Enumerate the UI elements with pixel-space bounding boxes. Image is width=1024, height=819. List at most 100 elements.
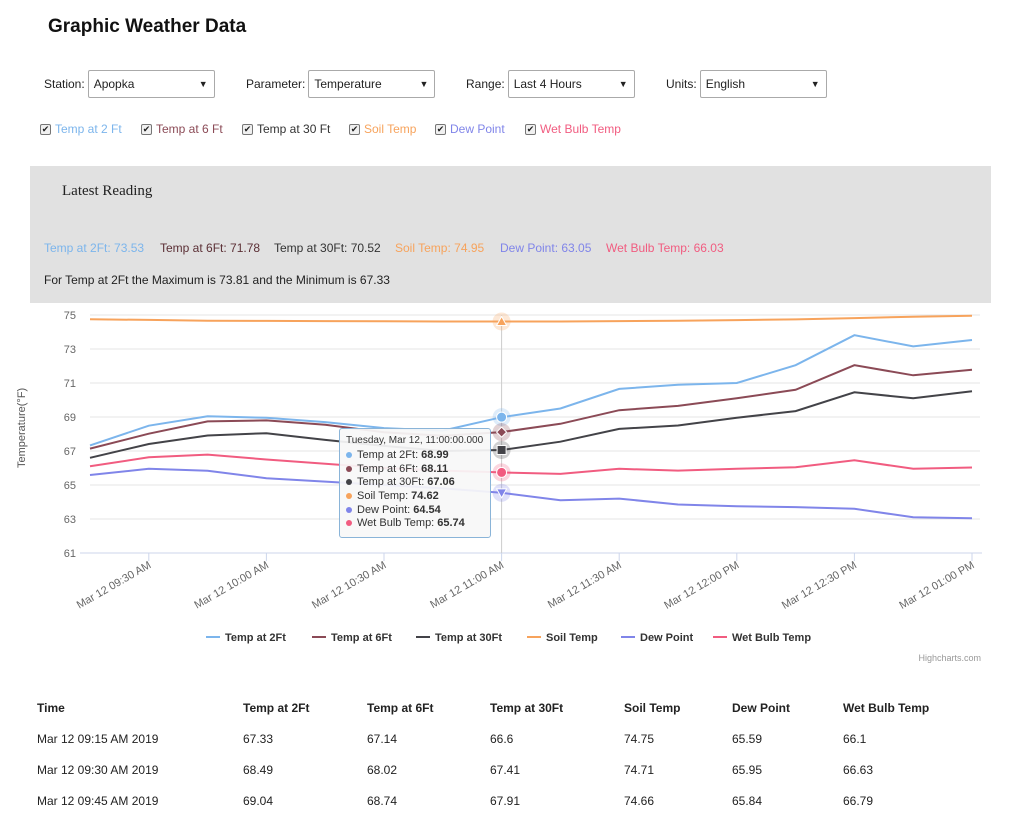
hover-marker bbox=[495, 488, 508, 499]
station-select[interactable]: Apopka ▼ bbox=[87, 70, 215, 98]
toggle-temp-6ft[interactable]: ✔ Temp at 6 Ft bbox=[141, 122, 223, 136]
toggle-wet-bulb[interactable]: ✔ Wet Bulb Temp bbox=[525, 122, 621, 136]
toggle-dew-point[interactable]: ✔ Dew Point bbox=[435, 122, 505, 136]
reading-soil-temp: Soil Temp: 74.95 bbox=[395, 241, 485, 255]
table-cell: 67.14 bbox=[367, 732, 398, 746]
x-tick-label: Mar 12 11:30 AM bbox=[546, 559, 624, 611]
y-axis-title: Temperature(°F) bbox=[16, 387, 28, 468]
tooltip-label: Temp at 2Ft: bbox=[357, 448, 419, 461]
toggle-label: Dew Point bbox=[450, 122, 505, 136]
legend-item[interactable]: Dew Point bbox=[621, 632, 694, 644]
table-cell: 74.75 bbox=[624, 732, 655, 746]
legend-item[interactable]: Temp at 6Ft bbox=[312, 632, 392, 644]
checkbox-icon[interactable]: ✔ bbox=[435, 123, 446, 135]
legend-item[interactable]: Temp at 2Ft bbox=[206, 632, 286, 644]
station-value: Apopka bbox=[93, 77, 135, 91]
toggle-label: Temp at 6 Ft bbox=[156, 122, 223, 136]
hover-marker bbox=[496, 466, 508, 478]
tooltip-header: Tuesday, Mar 12, 11:00:00.000 bbox=[346, 435, 484, 446]
station-control: Station: Apopka ▼ bbox=[44, 70, 215, 98]
series-line bbox=[89, 314, 973, 323]
parameter-control: Parameter: Temperature ▼ bbox=[246, 70, 436, 98]
legend-item[interactable]: Temp at 30Ft bbox=[416, 632, 502, 644]
table-cell: 68.49 bbox=[243, 763, 274, 777]
checkbox-icon[interactable]: ✔ bbox=[242, 123, 253, 135]
credits-link[interactable]: Highcharts.com bbox=[918, 653, 981, 663]
legend-label: Temp at 6Ft bbox=[331, 632, 392, 644]
table-header-cell: Time bbox=[37, 701, 65, 715]
tooltip-label: Soil Temp: bbox=[357, 489, 409, 502]
table-cell: 66.63 bbox=[843, 763, 874, 777]
tooltip-dot bbox=[346, 506, 352, 513]
table-header-cell: Wet Bulb Temp bbox=[843, 701, 930, 715]
toggle-soil-temp[interactable]: ✔ Soil Temp bbox=[349, 122, 416, 136]
table-header-cell: Temp at 30Ft bbox=[490, 701, 564, 715]
page-title: Graphic Weather Data bbox=[48, 16, 247, 37]
x-tick-label: Mar 12 01:00 PM bbox=[897, 559, 976, 612]
table-cell: 74.71 bbox=[624, 763, 655, 777]
table-cell: 68.02 bbox=[367, 763, 398, 777]
hover-marker bbox=[496, 411, 508, 423]
range-control: Range: Last 4 Hours ▼ bbox=[466, 70, 635, 98]
legend-item[interactable]: Soil Temp bbox=[527, 632, 598, 644]
table-header-cell: Dew Point bbox=[732, 701, 791, 715]
checkbox-icon[interactable]: ✔ bbox=[40, 123, 51, 135]
reading-temp-2ft: Temp at 2Ft: 73.53 bbox=[44, 241, 145, 255]
x-tick-label: Mar 12 12:00 PM bbox=[662, 559, 741, 612]
checkbox-icon[interactable]: ✔ bbox=[349, 123, 360, 135]
table-cell: Mar 12 09:30 AM 2019 bbox=[37, 763, 159, 777]
y-tick-label: 73 bbox=[64, 344, 76, 356]
x-tick-label: Mar 12 09:30 AM bbox=[75, 559, 154, 611]
series-line bbox=[89, 390, 973, 459]
reading-temp-30ft: Temp at 30Ft: 70.52 bbox=[274, 241, 381, 255]
table-cell: 67.91 bbox=[490, 794, 521, 808]
x-tick-label: Mar 12 11:00 AM bbox=[428, 559, 506, 611]
series-line bbox=[89, 364, 973, 450]
legend-label: Dew Point bbox=[640, 632, 694, 644]
y-tick-label: 69 bbox=[64, 412, 76, 424]
table-cell: 74.66 bbox=[624, 794, 655, 808]
latest-reading-panel: Latest Reading Temp at 2Ft: 73.53 Temp a… bbox=[30, 166, 991, 303]
chart-tooltip: Tuesday, Mar 12, 11:00:00.000 Temp at 2F… bbox=[339, 428, 491, 538]
toggle-temp-2ft[interactable]: ✔ Temp at 2 Ft bbox=[40, 122, 122, 136]
units-value: English bbox=[705, 77, 746, 91]
toggle-label: Wet Bulb Temp bbox=[540, 122, 621, 136]
units-control: Units: English ▼ bbox=[666, 70, 827, 98]
table-header-cell: Temp at 2Ft bbox=[243, 701, 310, 715]
table-cell: Mar 12 09:45 AM 2019 bbox=[37, 794, 159, 808]
legend-label: Temp at 2Ft bbox=[225, 632, 286, 644]
station-label: Station: bbox=[44, 77, 85, 91]
tooltip-dot bbox=[346, 520, 352, 527]
legend-label: Soil Temp bbox=[546, 632, 598, 644]
table-cell: 67.33 bbox=[243, 732, 274, 746]
toggle-temp-30ft[interactable]: ✔ Temp at 30 Ft bbox=[242, 122, 330, 136]
tooltip-dot bbox=[346, 465, 352, 472]
units-select[interactable]: English ▼ bbox=[699, 70, 827, 98]
parameter-label: Parameter: bbox=[246, 77, 306, 91]
range-select[interactable]: Last 4 Hours ▼ bbox=[507, 70, 635, 98]
table-header-cell: Temp at 6Ft bbox=[367, 701, 434, 715]
tooltip-value: 68.99 bbox=[421, 448, 449, 461]
tooltip-label: Temp at 6Ft: bbox=[357, 462, 419, 475]
tooltip-label: Temp at 30Ft: bbox=[357, 476, 425, 489]
y-tick-label: 65 bbox=[64, 480, 76, 492]
chevron-down-icon: ▼ bbox=[419, 79, 429, 89]
chart-svg: 61 63 65 67 69 71 73 75 Mar 12 09:30 AM Mar 12 10… bbox=[64, 310, 982, 663]
reading-temp-6ft: Temp at 6Ft: 71.78 bbox=[160, 241, 261, 255]
legend-item[interactable]: Wet Bulb Temp bbox=[713, 632, 811, 644]
parameter-value: Temperature bbox=[314, 77, 382, 91]
series-line bbox=[89, 334, 973, 447]
toggle-label: Soil Temp bbox=[364, 122, 417, 136]
checkbox-icon[interactable]: ✔ bbox=[141, 123, 152, 135]
y-tick-label: 67 bbox=[64, 446, 76, 458]
tooltip-dot bbox=[346, 451, 352, 458]
toggle-label: Temp at 30 Ft bbox=[257, 122, 331, 136]
checkbox-icon[interactable]: ✔ bbox=[525, 123, 536, 135]
x-tick-label: Mar 12 10:30 AM bbox=[310, 559, 389, 611]
temperature-chart: 61 63 65 67 69 71 73 75 Mar 12 09:30 AM Mar 12 10… bbox=[0, 303, 1024, 673]
tooltip-row: Dew Point: 64.54 bbox=[346, 503, 490, 517]
parameter-select[interactable]: Temperature ▼ bbox=[308, 70, 436, 98]
table-cell: 67.41 bbox=[490, 763, 521, 777]
chevron-down-icon: ▼ bbox=[618, 79, 628, 89]
tooltip-label: Dew Point: bbox=[357, 503, 411, 516]
